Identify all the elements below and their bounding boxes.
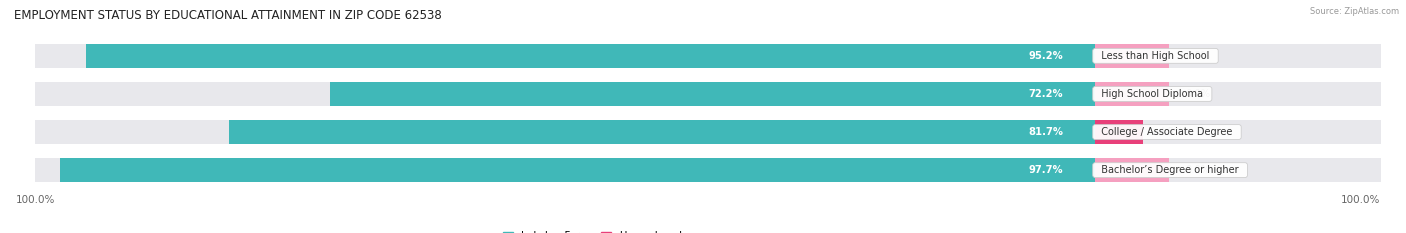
Text: 0.0%: 0.0% [1185, 89, 1211, 99]
Bar [1095, 44, 1170, 68]
Text: 95.2%: 95.2% [1029, 51, 1063, 61]
Text: Bachelor’s Degree or higher: Bachelor’s Degree or higher [1095, 165, 1246, 175]
Text: 72.2%: 72.2% [1029, 89, 1063, 99]
Bar [330, 82, 1095, 106]
Text: 0.0%: 0.0% [1185, 165, 1211, 175]
Bar [86, 44, 1095, 68]
Text: College / Associate Degree: College / Associate Degree [1095, 127, 1239, 137]
Bar [1095, 158, 1170, 182]
Text: 0.0%: 0.0% [1185, 51, 1211, 61]
Legend: In Labor Force, Unemployed: In Labor Force, Unemployed [499, 227, 686, 233]
Bar [1095, 120, 1143, 144]
Bar [229, 120, 1095, 144]
Text: Source: ZipAtlas.com: Source: ZipAtlas.com [1310, 7, 1399, 16]
Bar [35, 44, 1381, 68]
Bar [35, 82, 1381, 106]
Bar [1095, 82, 1170, 106]
Text: Less than High School: Less than High School [1095, 51, 1216, 61]
Text: EMPLOYMENT STATUS BY EDUCATIONAL ATTAINMENT IN ZIP CODE 62538: EMPLOYMENT STATUS BY EDUCATIONAL ATTAINM… [14, 10, 441, 22]
Text: 81.7%: 81.7% [1028, 127, 1063, 137]
Text: High School Diploma: High School Diploma [1095, 89, 1209, 99]
Bar [59, 158, 1095, 182]
Bar [35, 120, 1381, 144]
Bar [35, 158, 1381, 182]
Text: 4.5%: 4.5% [1159, 127, 1184, 137]
Text: 97.7%: 97.7% [1029, 165, 1063, 175]
